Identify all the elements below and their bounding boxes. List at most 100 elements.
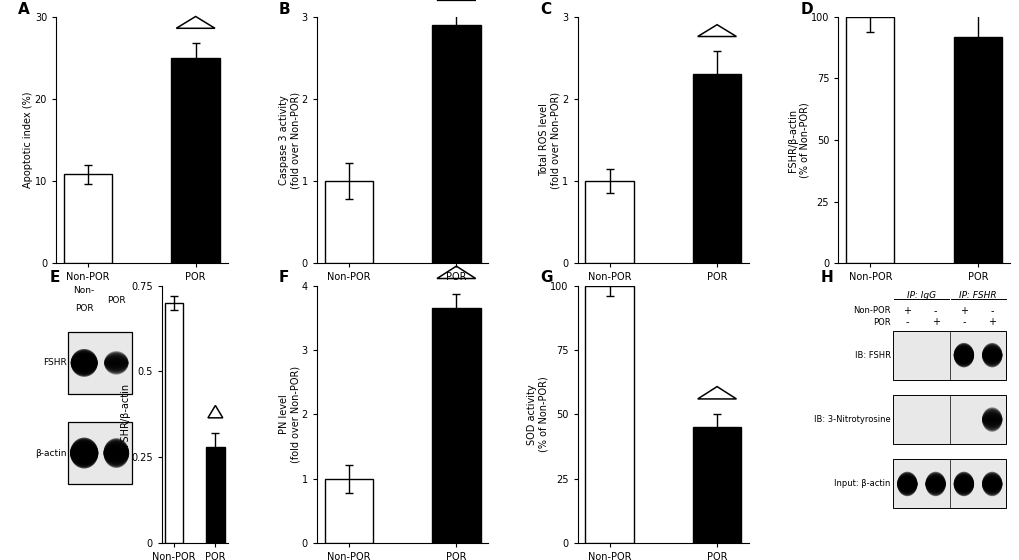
Ellipse shape <box>981 473 1002 494</box>
Ellipse shape <box>981 414 1001 425</box>
Ellipse shape <box>981 474 1002 494</box>
Ellipse shape <box>70 349 98 377</box>
Text: IP: FSHR: IP: FSHR <box>958 291 996 300</box>
Ellipse shape <box>897 477 916 491</box>
Ellipse shape <box>925 479 945 489</box>
Ellipse shape <box>953 348 973 362</box>
Ellipse shape <box>924 473 945 494</box>
Ellipse shape <box>981 343 1002 367</box>
Ellipse shape <box>953 344 973 367</box>
Ellipse shape <box>104 449 128 457</box>
Ellipse shape <box>897 478 916 489</box>
Text: B: B <box>279 2 290 17</box>
Bar <box>893 459 1006 508</box>
Y-axis label: FSHR/β-actin
(% of Non-POR): FSHR/β-actin (% of Non-POR) <box>787 102 809 178</box>
Ellipse shape <box>897 482 916 487</box>
Ellipse shape <box>70 443 98 463</box>
Ellipse shape <box>71 360 97 366</box>
Ellipse shape <box>953 352 973 358</box>
Ellipse shape <box>953 344 973 366</box>
Bar <box>432 25 480 263</box>
Ellipse shape <box>981 410 1002 428</box>
Ellipse shape <box>953 482 973 486</box>
Ellipse shape <box>924 476 945 492</box>
Ellipse shape <box>953 478 973 491</box>
Ellipse shape <box>70 451 98 455</box>
Ellipse shape <box>981 478 1001 489</box>
Y-axis label: Caspase 3 activity
(fold over Non-POR): Caspase 3 activity (fold over Non-POR) <box>278 91 300 189</box>
Ellipse shape <box>104 359 128 367</box>
Ellipse shape <box>981 349 1002 362</box>
Ellipse shape <box>71 358 97 367</box>
Ellipse shape <box>104 446 128 460</box>
Bar <box>324 479 373 543</box>
Y-axis label: PN level
(fold over Non-POR): PN level (fold over Non-POR) <box>278 366 300 463</box>
Ellipse shape <box>981 408 1002 431</box>
Ellipse shape <box>104 351 128 375</box>
Ellipse shape <box>104 450 128 456</box>
Ellipse shape <box>104 355 128 371</box>
Text: Input: β-actin: Input: β-actin <box>834 479 890 488</box>
Ellipse shape <box>104 442 128 464</box>
Text: -: - <box>933 306 936 316</box>
Ellipse shape <box>897 478 916 491</box>
Ellipse shape <box>981 410 1002 430</box>
Ellipse shape <box>70 449 98 457</box>
Bar <box>68 422 132 484</box>
Ellipse shape <box>953 478 973 489</box>
Ellipse shape <box>981 414 1001 424</box>
Ellipse shape <box>925 482 945 487</box>
Ellipse shape <box>953 353 973 357</box>
Ellipse shape <box>953 346 973 365</box>
Ellipse shape <box>953 351 973 359</box>
Bar <box>692 74 741 263</box>
Ellipse shape <box>981 348 1002 362</box>
Text: +: + <box>930 317 938 327</box>
Ellipse shape <box>981 416 1001 423</box>
Ellipse shape <box>953 474 973 494</box>
Bar <box>432 308 480 543</box>
Ellipse shape <box>953 479 973 489</box>
Ellipse shape <box>981 353 1001 357</box>
Ellipse shape <box>981 480 1001 487</box>
Bar <box>68 332 132 394</box>
Ellipse shape <box>105 361 128 365</box>
Ellipse shape <box>925 478 945 489</box>
Ellipse shape <box>70 351 98 375</box>
Ellipse shape <box>953 353 973 358</box>
Text: POR: POR <box>872 318 890 326</box>
Y-axis label: FSHR/β-actin: FSHR/β-actin <box>120 383 129 446</box>
Ellipse shape <box>104 352 128 374</box>
Ellipse shape <box>981 409 1002 430</box>
Ellipse shape <box>70 350 98 376</box>
Bar <box>68 332 132 394</box>
Ellipse shape <box>71 356 97 370</box>
Ellipse shape <box>897 480 916 488</box>
Text: A: A <box>18 2 31 17</box>
Ellipse shape <box>981 347 1002 363</box>
Text: -: - <box>905 317 908 327</box>
Bar <box>845 17 894 263</box>
Text: G: G <box>539 270 551 285</box>
Ellipse shape <box>897 480 916 487</box>
Text: C: C <box>539 2 550 17</box>
Text: IP: IgG: IP: IgG <box>906 291 935 300</box>
Ellipse shape <box>105 361 127 365</box>
Text: FSHR: FSHR <box>43 358 67 367</box>
Ellipse shape <box>953 350 973 360</box>
Ellipse shape <box>70 440 98 466</box>
Ellipse shape <box>953 480 973 488</box>
Text: +: + <box>987 317 996 327</box>
Bar <box>171 58 220 263</box>
Text: E: E <box>50 270 60 285</box>
Text: -: - <box>989 306 993 316</box>
Ellipse shape <box>925 478 945 491</box>
Ellipse shape <box>981 351 1001 359</box>
Bar <box>692 427 741 543</box>
Ellipse shape <box>70 438 98 468</box>
Bar <box>893 330 1006 380</box>
Text: +: + <box>903 306 910 316</box>
Ellipse shape <box>981 412 1002 428</box>
Ellipse shape <box>981 476 1002 492</box>
Ellipse shape <box>104 444 128 462</box>
